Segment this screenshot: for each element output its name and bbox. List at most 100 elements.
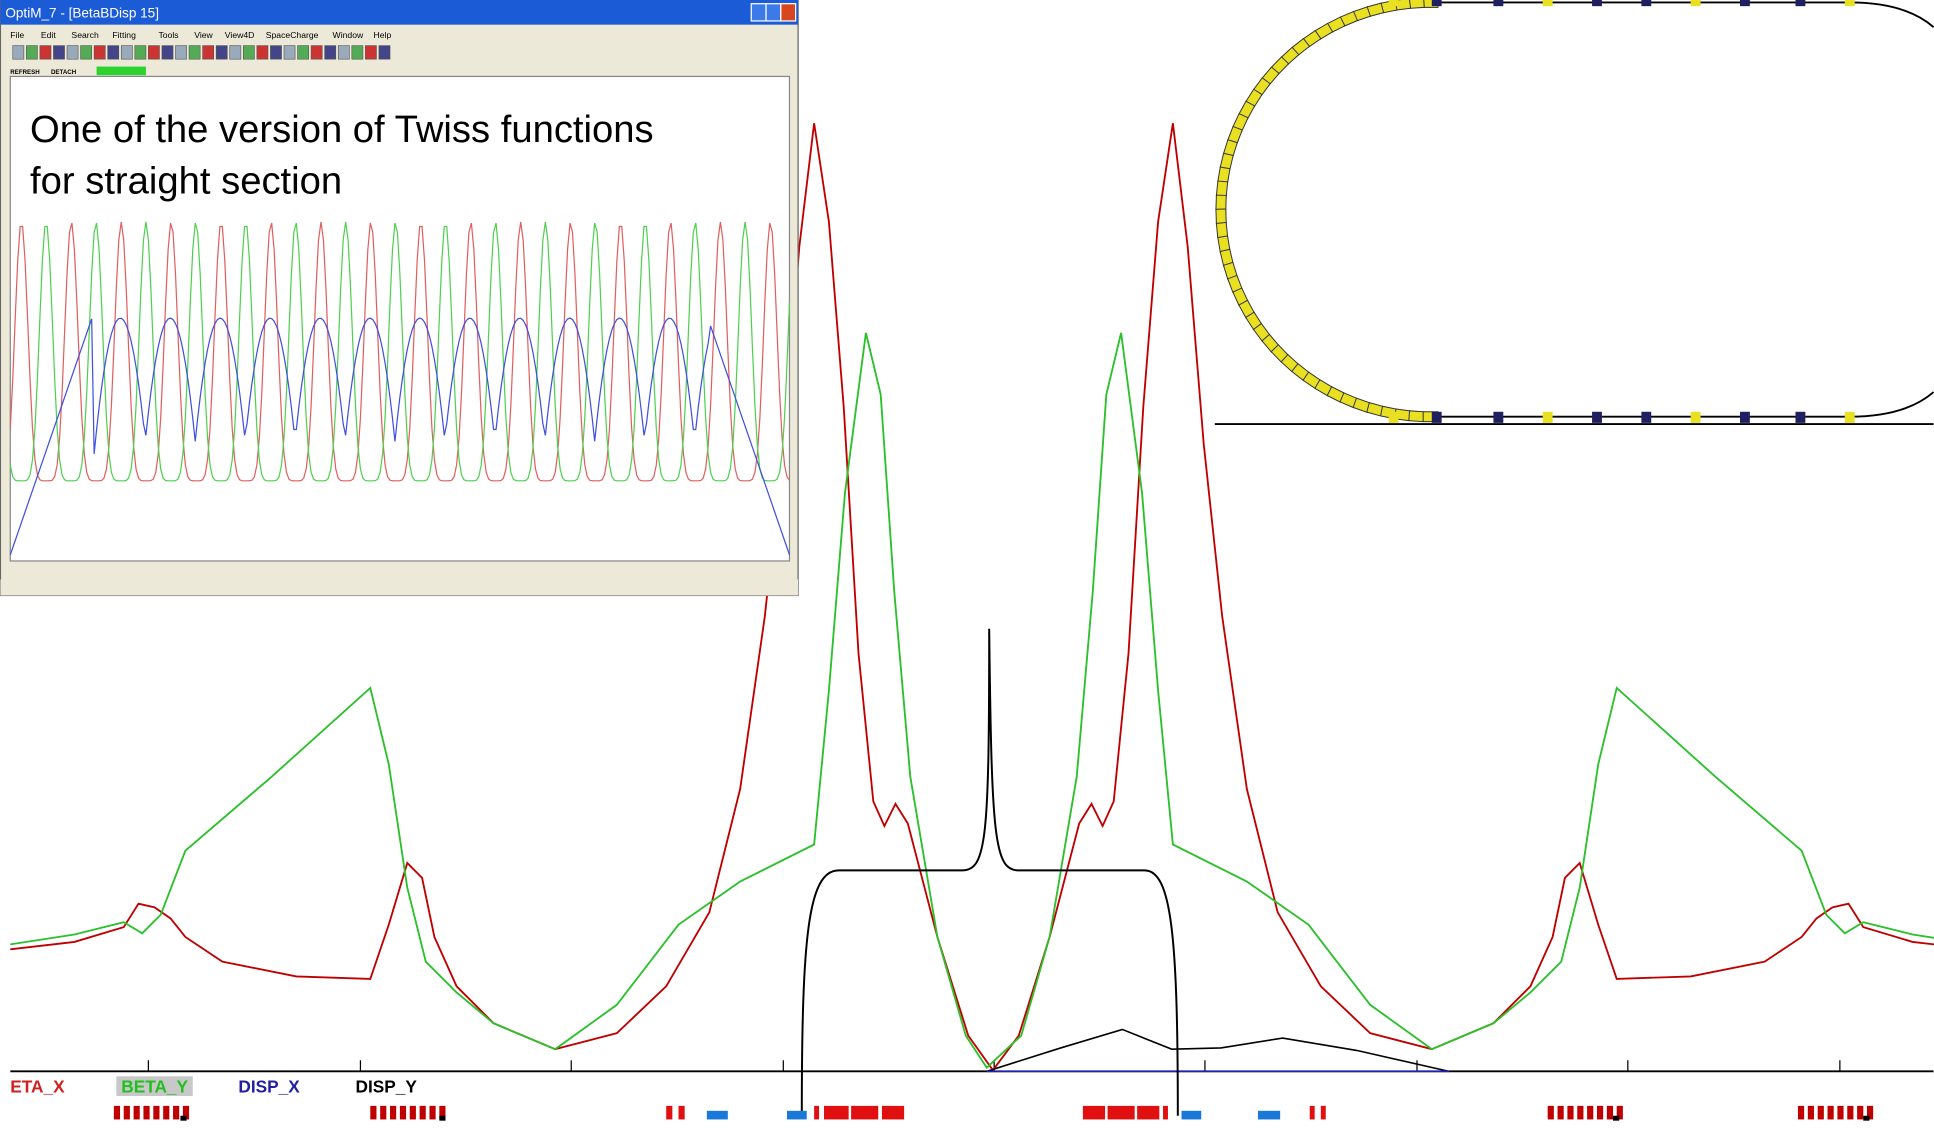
magnet — [1828, 1106, 1834, 1120]
toolbar-button[interactable] — [67, 46, 78, 60]
toolbar-button[interactable] — [284, 46, 295, 60]
ring-magnet — [1691, 0, 1701, 6]
toolbar-button[interactable] — [26, 46, 37, 60]
menu-item[interactable]: Tools — [158, 30, 178, 40]
ring-magnet — [1641, 412, 1651, 423]
magnet — [1847, 1106, 1853, 1120]
toolbar-label[interactable]: REFRESH — [10, 69, 40, 76]
ring-magnet — [1389, 412, 1399, 423]
menu-item[interactable]: Window — [333, 30, 364, 40]
legend-label: BETA_Y — [121, 1076, 188, 1096]
magnet — [1163, 1106, 1168, 1120]
ring-magnet — [1691, 412, 1701, 423]
toolbar-button[interactable] — [13, 46, 24, 60]
legend-label: ETA_X — [10, 1076, 65, 1096]
ring-magnet — [1543, 412, 1553, 423]
toolbar-button[interactable] — [338, 46, 349, 60]
magnet — [1577, 1106, 1583, 1120]
status-bar — [0, 579, 798, 595]
toolbar-button[interactable] — [257, 46, 268, 60]
toolbar-button[interactable] — [189, 46, 200, 60]
toolbar-button[interactable] — [298, 46, 309, 60]
magnet — [153, 1106, 159, 1120]
magnet — [429, 1106, 435, 1120]
toolbar-button[interactable] — [230, 46, 241, 60]
bracket — [802, 629, 1178, 1116]
ring-layout — [1215, 0, 1934, 424]
magnet — [1613, 1116, 1619, 1121]
legend: ETA_X BETA_Y DISP_X DISP_Y — [10, 1076, 417, 1096]
magnet — [390, 1106, 396, 1120]
toolbar-button[interactable] — [162, 46, 173, 60]
toolbar-button[interactable] — [121, 46, 132, 60]
ring-magnet — [1740, 0, 1750, 6]
magnet — [173, 1106, 179, 1120]
toolbar-button[interactable] — [216, 46, 227, 60]
toolbar-button[interactable] — [352, 46, 363, 60]
magnet — [1137, 1106, 1159, 1120]
magnet — [814, 1106, 819, 1120]
menu-item[interactable]: Help — [374, 30, 392, 40]
maximize-button[interactable] — [766, 4, 781, 21]
magnet — [1310, 1106, 1315, 1120]
magnet — [666, 1106, 672, 1120]
toolbar-button[interactable] — [148, 46, 159, 60]
toolbar-button[interactable] — [270, 46, 281, 60]
ring-magnet — [1641, 0, 1651, 6]
magnet — [1548, 1106, 1554, 1120]
toolbar-label[interactable]: DETACH — [51, 69, 77, 76]
toolbar-button[interactable] — [203, 46, 214, 60]
toolbar-button[interactable] — [243, 46, 254, 60]
close-button[interactable] — [781, 4, 796, 21]
quadrupole — [1182, 1111, 1202, 1120]
toolbar-button[interactable] — [365, 46, 376, 60]
menu-item[interactable]: Edit — [41, 30, 56, 40]
magnet — [1321, 1106, 1326, 1120]
lattice-elements — [114, 1106, 1873, 1121]
quadrupole — [1258, 1111, 1280, 1120]
ring-magnet — [1216, 195, 1226, 210]
magnet — [410, 1106, 416, 1120]
minimize-button[interactable] — [751, 4, 766, 21]
magnet — [400, 1106, 406, 1120]
ring-magnet — [1409, 0, 1424, 8]
magnet — [1558, 1106, 1564, 1120]
magnet — [163, 1106, 169, 1120]
magnet — [439, 1116, 445, 1121]
magnet — [851, 1106, 878, 1120]
toolbar-button[interactable] — [379, 46, 390, 60]
magnet — [1798, 1106, 1804, 1120]
magnet — [1587, 1106, 1593, 1120]
legend-label: DISP_Y — [356, 1076, 418, 1096]
magnet — [824, 1106, 849, 1120]
ring-outline — [1221, 2, 1934, 416]
menu-item[interactable]: Fitting — [112, 30, 136, 40]
magnet — [1607, 1106, 1613, 1120]
magnet — [370, 1106, 376, 1120]
magnet — [1837, 1106, 1843, 1120]
toolbar-button[interactable] — [135, 46, 146, 60]
menu-item[interactable]: View4D — [225, 30, 255, 40]
legend-label: DISP_X — [238, 1076, 300, 1096]
magnet — [143, 1106, 149, 1120]
menu-item[interactable]: SpaceCharge — [266, 30, 319, 40]
toolbar-button[interactable] — [325, 46, 336, 60]
ring-magnet — [1493, 412, 1503, 423]
magnet — [1808, 1106, 1814, 1120]
toolbar-button[interactable] — [94, 46, 105, 60]
toolbar-button[interactable] — [81, 46, 92, 60]
ring-magnet — [1216, 209, 1226, 224]
toolbar-button[interactable] — [108, 46, 119, 60]
ring-magnet — [1432, 412, 1442, 423]
ring-magnet — [1216, 181, 1227, 197]
magnet — [1567, 1106, 1573, 1120]
toolbar-button[interactable] — [53, 46, 64, 60]
toolbar-button[interactable] — [176, 46, 187, 60]
ring-magnet — [1389, 0, 1399, 6]
menu-item[interactable]: View — [194, 30, 213, 40]
menu-item[interactable]: Search — [71, 30, 99, 40]
menu-item[interactable]: File — [10, 30, 24, 40]
toolbar-button[interactable] — [40, 46, 51, 60]
toolbar-button[interactable] — [311, 46, 322, 60]
